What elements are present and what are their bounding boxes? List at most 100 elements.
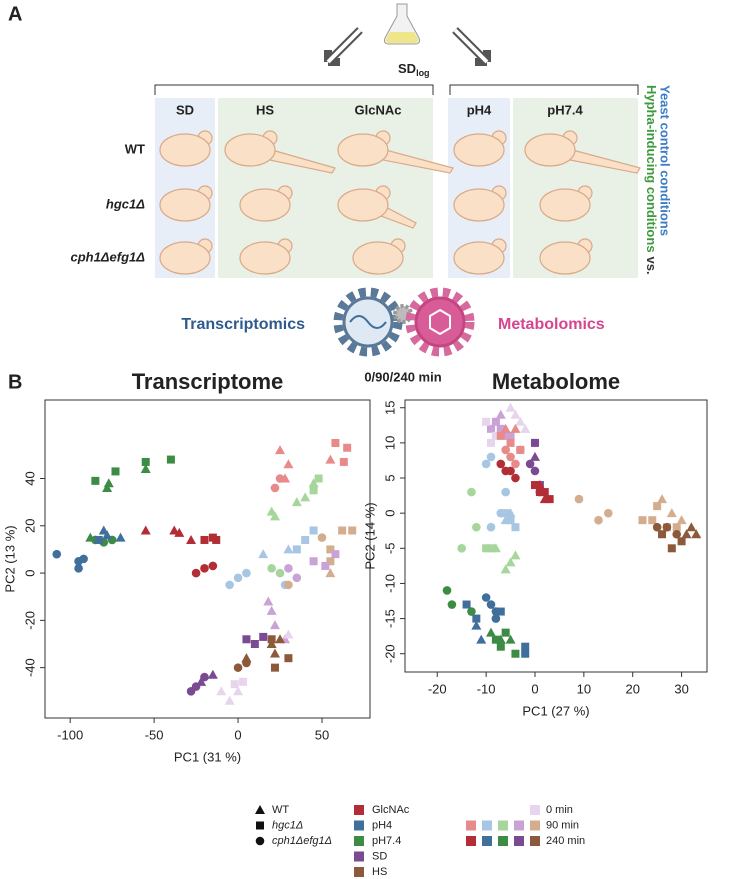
- yeast-cell: [239, 188, 291, 222]
- marker-circle: [79, 554, 88, 564]
- marker-triangle: [666, 508, 677, 518]
- legend-label: cph1Δefg1Δ: [272, 835, 332, 847]
- marker-square: [638, 516, 647, 525]
- marker-circle: [242, 658, 251, 668]
- marker-circle: [603, 508, 613, 518]
- marker-triangle: [263, 596, 274, 606]
- marker-square: [111, 467, 120, 476]
- marker-square: [309, 557, 318, 566]
- y-tick-label: -20: [22, 611, 37, 630]
- marker-square: [338, 526, 347, 535]
- bracket: [154, 84, 639, 95]
- y-tick-label: -5: [382, 543, 397, 555]
- marker-circle: [442, 586, 452, 595]
- yeast-label: Yeast control conditions: [658, 85, 673, 236]
- marker-square: [242, 635, 251, 644]
- marker-circle: [191, 568, 201, 578]
- marker-circle: [270, 483, 280, 493]
- marker-circle: [472, 522, 481, 532]
- marker-circle: [486, 600, 496, 609]
- marker-circle: [467, 607, 476, 616]
- marker-circle: [457, 543, 466, 553]
- row-label: cph1Δefg1Δ: [70, 249, 145, 264]
- legend-label: GlcNAc: [372, 804, 410, 816]
- y-tick-label: -20: [382, 644, 397, 663]
- marker-circle: [233, 573, 243, 583]
- flask-icon: [384, 3, 420, 45]
- marker-triangle: [216, 686, 227, 696]
- y-tick-label: -10: [382, 574, 397, 593]
- marker-triangle: [515, 416, 526, 426]
- marker-square: [487, 424, 496, 433]
- marker-triangle: [657, 494, 668, 504]
- legend-swatch: [466, 820, 476, 831]
- marker-square: [530, 481, 539, 490]
- column-header: pH4: [467, 102, 492, 117]
- marker-square: [472, 614, 481, 623]
- marker-circle: [233, 663, 243, 672]
- y-tick-label: 40: [22, 471, 37, 485]
- marker-square: [501, 628, 510, 637]
- marker-circle: [255, 836, 265, 846]
- x-tick-label: -100: [57, 727, 83, 742]
- marker-triangle: [291, 497, 302, 507]
- marker-square: [491, 635, 500, 644]
- marker-circle: [242, 568, 251, 578]
- marker-triangle: [224, 695, 235, 705]
- marker-circle: [486, 522, 496, 532]
- marker-circle: [506, 466, 515, 476]
- x-tick-label: -20: [428, 681, 447, 696]
- x-tick-label: 50: [315, 727, 329, 742]
- y-tick-label: 5: [382, 474, 397, 481]
- plot-frame: [404, 399, 708, 673]
- marker-square: [506, 438, 515, 447]
- marker-square: [496, 642, 505, 651]
- marker-square: [496, 431, 505, 440]
- marker-triangle: [510, 409, 521, 419]
- marker-square: [292, 545, 301, 554]
- yeast-cell: [352, 241, 404, 275]
- marker-square: [212, 535, 221, 544]
- omics-label: Metabolomics: [498, 316, 605, 333]
- marker-circle: [652, 522, 662, 532]
- legend-swatch: [354, 820, 364, 831]
- legend-swatch: [466, 836, 476, 846]
- marker-square: [331, 439, 340, 448]
- marker-circle: [52, 549, 62, 559]
- marker-triangle: [505, 402, 516, 412]
- legend-label: HS: [372, 866, 387, 878]
- marker-square: [339, 457, 348, 466]
- legend-label: pH7.4: [372, 835, 401, 847]
- legend-swatch: [530, 820, 540, 831]
- time-label: 0/90/240 min: [364, 369, 441, 384]
- x-tick-label: -10: [477, 681, 496, 696]
- marker-square: [667, 544, 676, 553]
- marker-square: [482, 544, 491, 553]
- marker-circle: [267, 564, 276, 573]
- marker-circle: [594, 515, 603, 525]
- marker-square: [540, 488, 549, 497]
- marker-circle: [486, 452, 496, 462]
- marker-triangle: [308, 478, 319, 488]
- y-tick-label: 20: [22, 519, 37, 533]
- marker-square: [653, 502, 662, 511]
- marker-circle: [530, 466, 540, 476]
- marker-triangle: [102, 530, 113, 540]
- marker-circle: [467, 487, 476, 497]
- marker-triangle: [510, 423, 521, 433]
- marker-square: [672, 523, 681, 532]
- x-tick-label: 0: [531, 681, 538, 696]
- marker-square: [250, 639, 259, 648]
- marker-square: [482, 417, 491, 426]
- yeast-cell: [539, 188, 591, 222]
- x-tick-label: 30: [674, 681, 688, 696]
- marker-triangle: [140, 464, 151, 474]
- marker-triangle: [534, 480, 545, 490]
- y-tick-label: 10: [382, 436, 397, 450]
- legend-swatch: [514, 836, 524, 846]
- marker-square: [511, 649, 520, 658]
- column-header: HS: [256, 102, 274, 117]
- marker-triangle: [266, 638, 277, 648]
- marker-square: [239, 677, 248, 686]
